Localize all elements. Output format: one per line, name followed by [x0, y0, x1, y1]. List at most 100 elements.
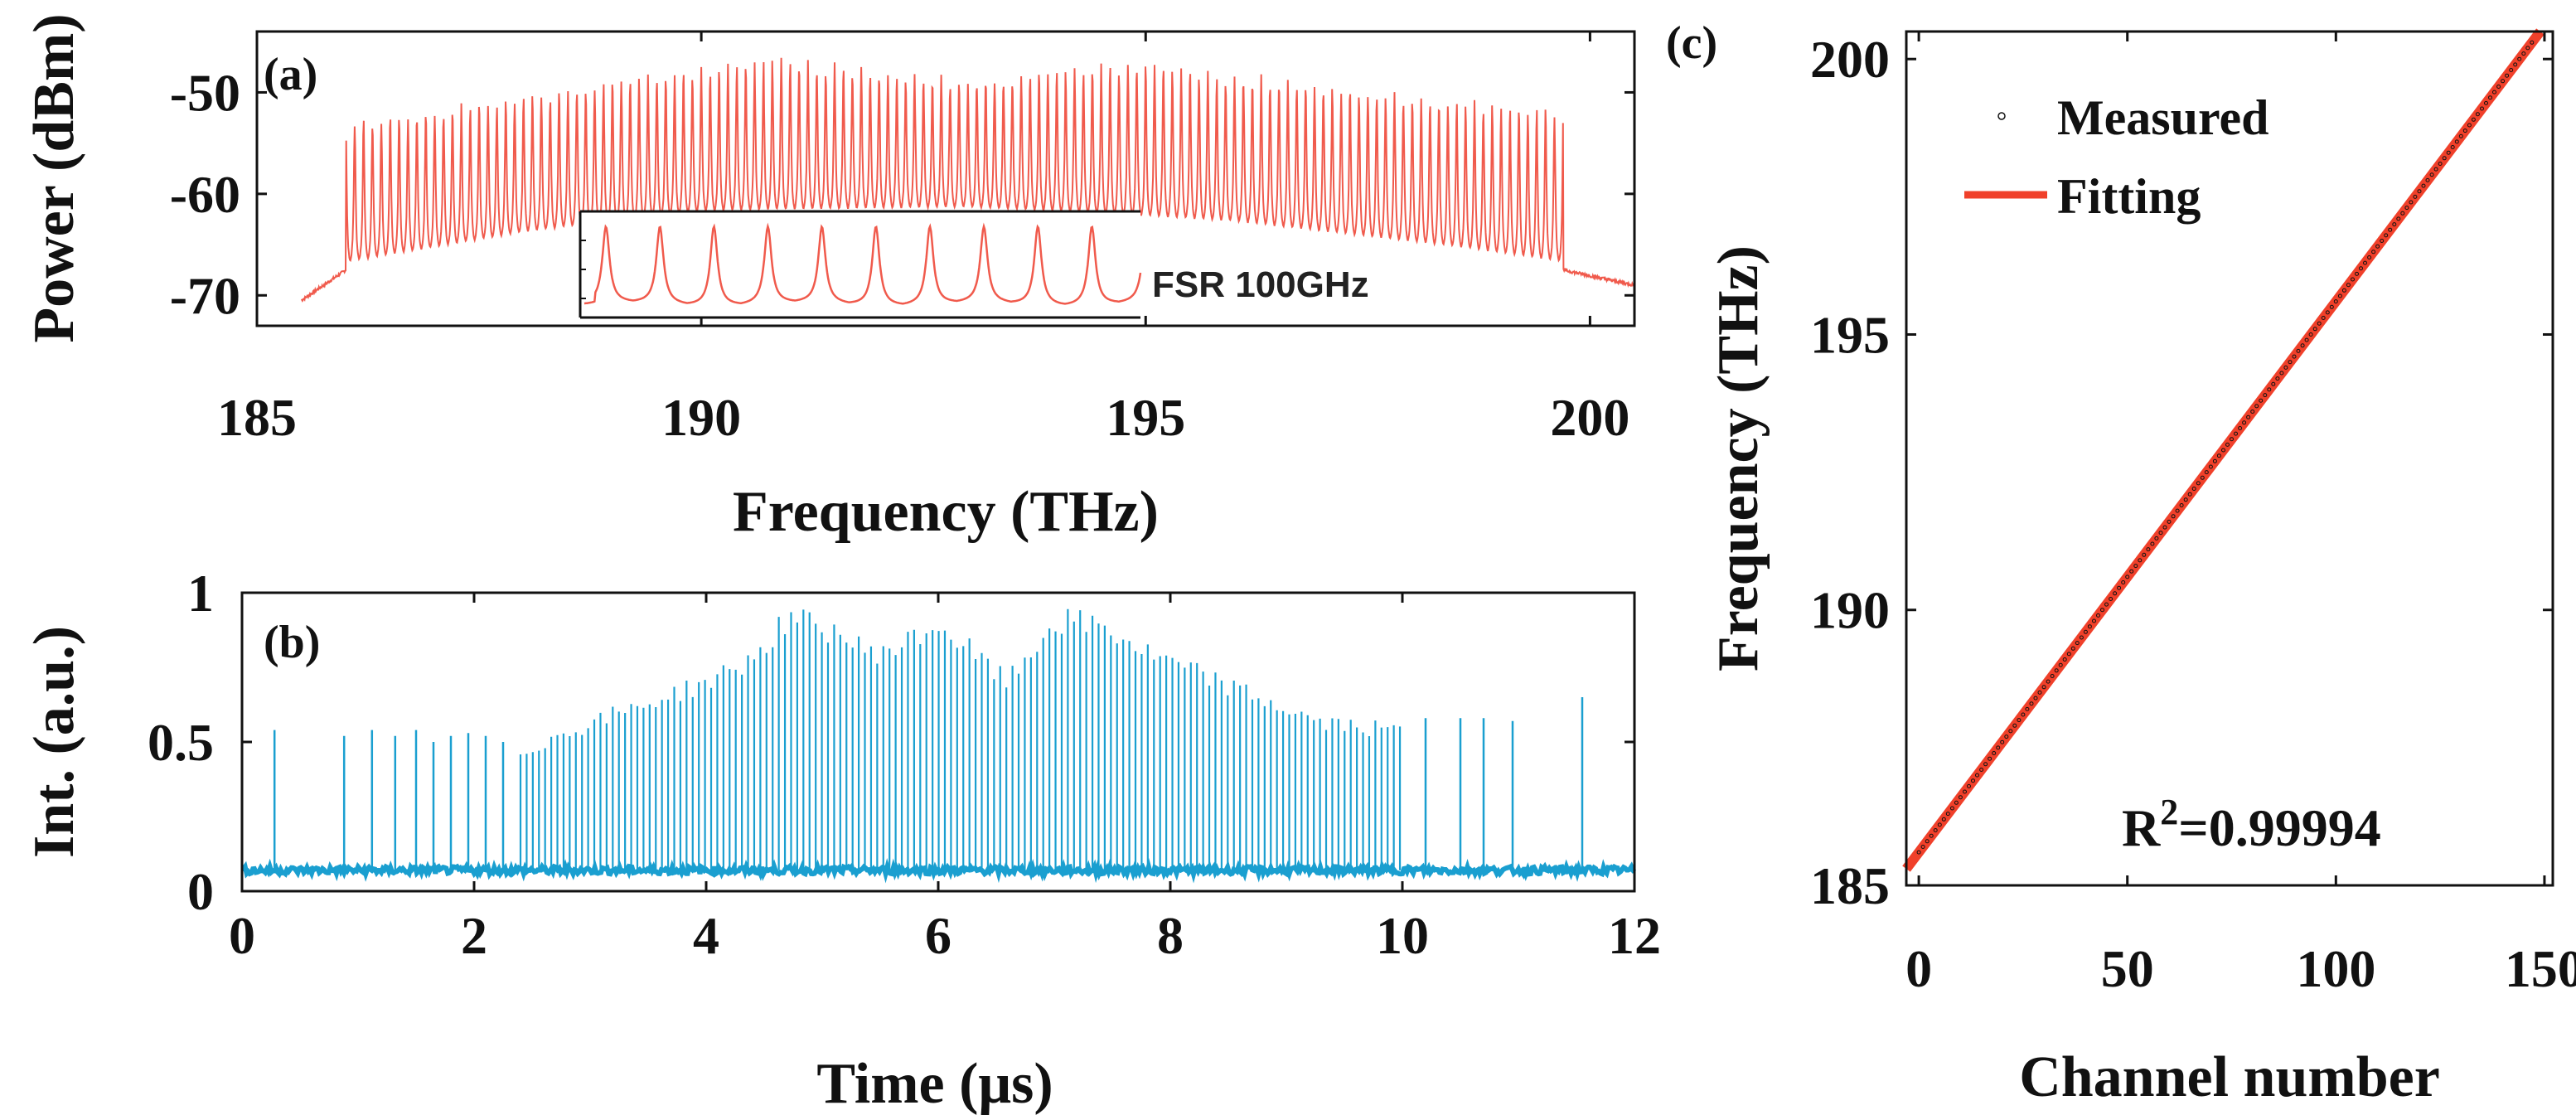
measured-point: [1937, 822, 1942, 827]
legend-measured-marker: [1997, 112, 2006, 120]
measured-point: [1971, 778, 1975, 783]
measured-point: [1983, 762, 1988, 767]
measured-point: [2446, 150, 2451, 155]
measured-point: [2079, 635, 2084, 640]
measured-point: [2109, 597, 2114, 601]
panel-a-axes-box: [255, 30, 1636, 327]
measured-point: [2442, 156, 2447, 161]
measured-point: [2142, 552, 2147, 557]
measured-point: [2167, 519, 2172, 524]
y-tick-label: 0: [187, 862, 214, 921]
measured-point: [2200, 475, 2205, 480]
panel-b: 0 2 4 6 8 10 12 0 0.5 1 (b) Int. (a.u.) Time (μs): [22, 564, 1661, 1115]
measured-point: [2458, 133, 2463, 138]
measured-point: [2029, 701, 2034, 706]
measured-point: [2496, 85, 2501, 89]
measured-point: [2317, 321, 2322, 326]
measured-point: [2146, 547, 2151, 552]
measured-point: [2325, 310, 2330, 315]
measured-point: [2058, 662, 2063, 667]
panel-c: 0 50 100 150 185 190 195 200 (c) Frequency (THz…: [1666, 17, 2576, 1109]
measured-point: [2021, 712, 2026, 717]
measured-point: [2066, 652, 2071, 657]
measured-point: [2333, 299, 2338, 304]
measured-point: [2204, 470, 2209, 475]
measured-point: [1967, 783, 1971, 788]
measured-point: [2125, 574, 2130, 579]
measured-point: [2083, 629, 2088, 634]
measured-point: [1996, 745, 2001, 750]
measured-point: [2429, 172, 2434, 177]
measured-point: [2283, 365, 2288, 370]
x-tick-label: 8: [1157, 906, 1184, 965]
r-squared-value: =0.99994: [2178, 798, 2380, 857]
measured-point: [2062, 657, 2067, 662]
measured-point: [1920, 845, 1925, 849]
measured-point: [2380, 239, 2385, 243]
measured-point: [2041, 685, 2046, 690]
panel-a-xlabel: Frequency (THz): [733, 480, 1159, 544]
measured-point: [2484, 100, 2488, 105]
measured-point: [2488, 95, 2492, 100]
x-tick-label: 10: [1376, 906, 1429, 965]
measured-point: [2017, 718, 2022, 723]
measured-point: [1925, 839, 1930, 844]
measured-point: [2413, 194, 2418, 199]
measured-point: [2351, 277, 2355, 282]
measured-point: [2517, 56, 2522, 61]
measured-point: [2454, 139, 2459, 144]
measured-point: [2300, 343, 2305, 348]
measured-point: [2208, 464, 2213, 469]
x-tick-label: 100: [2296, 939, 2375, 998]
measured-point: [1963, 789, 1967, 794]
panel-b-data: [241, 608, 1637, 884]
measured-point: [2100, 608, 2104, 613]
measured-point: [1979, 768, 1984, 772]
measured-point: [2388, 227, 2393, 232]
measured-point: [2363, 260, 2367, 265]
x-tick-label: 200: [1550, 388, 1629, 447]
fitting-line: [1902, 28, 2545, 872]
measured-point: [2221, 448, 2225, 453]
measured-point: [2230, 437, 2234, 442]
measured-point: [2171, 514, 2176, 519]
measured-point: [2046, 679, 2051, 684]
measured-point: [2392, 222, 2397, 227]
measured-point: [2292, 354, 2297, 359]
y-tick-label: 200: [1810, 30, 1890, 89]
measured-point: [2250, 410, 2255, 414]
x-tick-label: 185: [217, 388, 297, 447]
measured-point: [2113, 591, 2118, 596]
measured-point: [2492, 90, 2496, 95]
measured-point: [2054, 668, 2059, 673]
measured-point: [2075, 641, 2080, 646]
measured-point: [2025, 706, 2030, 711]
measured-point: [2162, 525, 2167, 530]
measured-point: [1945, 812, 1950, 817]
measured-point: [2471, 117, 2476, 122]
measured-point: [2242, 420, 2247, 425]
measured-point: [2238, 426, 2243, 430]
panel-c-xlabel: Channel number: [2019, 1045, 2440, 1109]
legend-measured-label: Measured: [2057, 90, 2269, 145]
measured-point: [2417, 189, 2422, 194]
measured-point: [2505, 73, 2510, 78]
measured-point: [2400, 211, 2405, 216]
x-tick-label: 2: [461, 906, 487, 965]
x-tick-label: 190: [661, 388, 741, 447]
measured-point: [2480, 106, 2484, 111]
measured-point: [2129, 569, 2134, 574]
panel-a-ylabel: Power (dBm): [22, 13, 86, 342]
measured-point: [2288, 360, 2293, 365]
x-tick-label: 0: [1905, 939, 1932, 998]
measured-point: [2267, 387, 2272, 392]
measured-point: [1992, 751, 1997, 755]
measured-point: [2133, 564, 2138, 569]
panel-b-ticks: 0 2 4 6 8 10 12 0 0.5 1: [148, 564, 1661, 965]
measured-point: [2092, 618, 2096, 623]
panel-a: 185 190 195 200 -70 -60 -50 (a) Power (dBm) Fr…: [22, 13, 1636, 544]
measured-point: [2121, 580, 2126, 584]
x-tick-label: 6: [925, 906, 951, 965]
measured-point: [2037, 690, 2042, 695]
